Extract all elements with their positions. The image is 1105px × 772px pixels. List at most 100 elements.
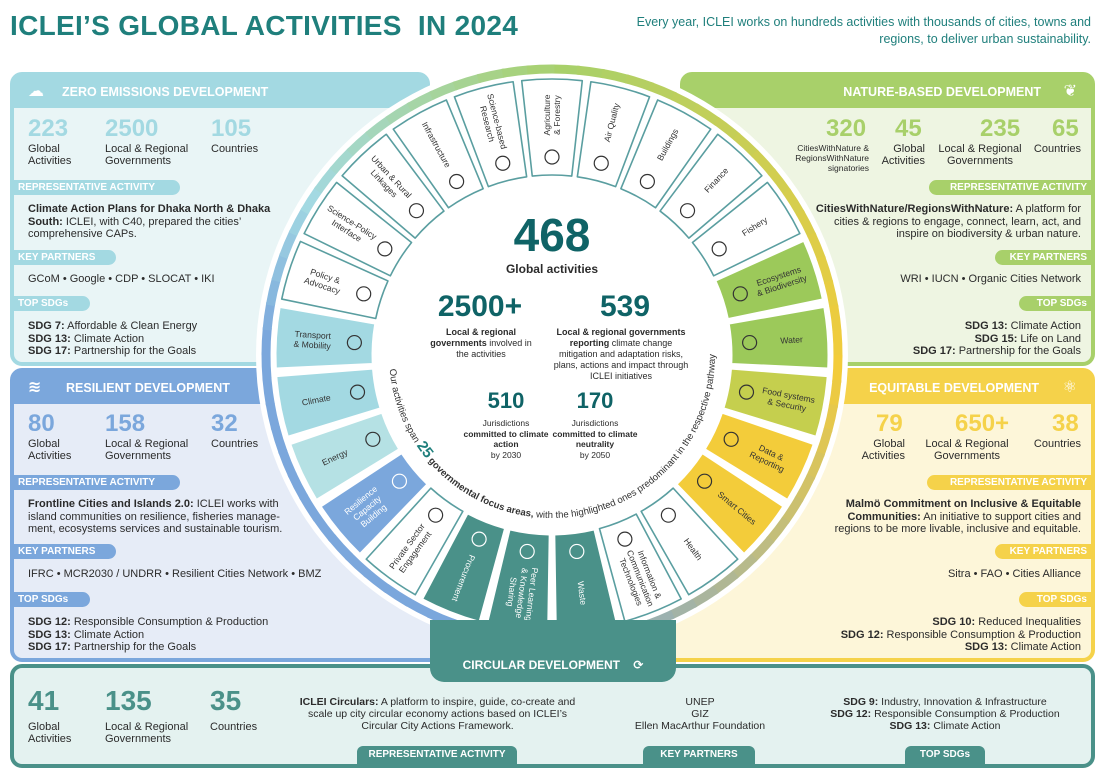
stat-value: 158 [105,410,146,437]
stat-label: Local & Regional Governments [105,721,189,745]
top-sdgs-list: SDG 10: Reduced Inequalities SDG 12: Res… [840,616,1081,653]
tower-icon [449,173,465,190]
key-partners-label: KEY PARTNERS [995,250,1095,265]
segment-shape [520,78,584,177]
stat-label: Countries [1033,143,1081,155]
stat-label: Global Activities [861,438,905,462]
network-icon: ⚛ [1062,379,1077,396]
stat-value: 135 [105,685,152,716]
governments-reporting-label: Local & regional governments reporting c… [553,327,689,381]
tagline: Every year, ICLEI works on hundreds acti… [636,15,1091,46]
focus-area-segment: Private SectorEngagement [365,487,464,596]
representative-activity-label: REPRESENTATIVE ACTIVITY [927,475,1095,490]
key-partners-label: KEY PARTNERS [10,544,116,559]
focus-area-segment: Finance [659,133,763,239]
stat-value: 79 [876,410,903,437]
shield-icon [391,473,408,489]
focus-area-segment: Science-PolicyInterface [303,181,413,277]
ring-arc [261,352,272,381]
segment-shape [392,99,484,209]
segment-shape [676,453,784,554]
stat-value: 235 [980,115,1021,142]
focus-area-segment: Transport& Mobility [275,307,376,369]
focus-area-segment: Smart Cities [676,453,784,554]
ring-arc [526,64,555,75]
representative-activity-text: CitiesWithNature/RegionsWithNature: A pl… [815,203,1081,240]
ring-arc [832,354,843,383]
representative-activity-label: REPRESENTATIVE ACTIVITY [10,180,180,195]
segment-shape [728,307,829,369]
segment-shape [715,240,823,319]
focus-area-segment: ResilienceCapacityBuilding [320,453,428,554]
stat-label: Countries [1033,438,1081,450]
climate-neutrality-2050-value: 170 [576,388,614,413]
segment-label: Peer Learning& KnowledgeSharing [504,564,541,622]
focus-area-segment: Fishery [691,181,801,277]
water-drop-icon [742,334,758,351]
stat-value: 105 [211,115,252,142]
ring-arc [600,68,630,84]
plug-icon [365,431,381,447]
stat-value: 45 [895,115,922,142]
climate-action-2030-value: 510 [487,388,525,413]
key-partners-label: KEY PARTNERS [643,746,755,764]
wheel-segments: Private SectorEngagementResilienceCapaci… [275,78,829,632]
stat-value: 650+ [955,410,1010,437]
ring-arc [576,65,605,79]
total-activities-value: 468 [513,209,591,261]
segment-shape [691,181,801,277]
focus-area-segment: Data &Reporting [704,412,814,500]
focus-area-segment: Infrastructure [392,99,484,209]
representative-activity-text: ICLEI Circulars: A platform to inspire, … [299,696,576,732]
key-partners-text: Sitra • FAO • Cities Alliance [947,568,1081,580]
focus-area-segment: Information &CommunicationTechnologies [598,513,682,623]
stat-label: Local & Regional Governments [105,438,189,462]
ring-arc [476,68,506,84]
focus-area-segment: Water [728,307,829,369]
stat-label: Global Activities [881,143,925,167]
cycle-leaf-icon [732,286,748,302]
page-title: ICLEI’S GLOBAL ACTIVITIES IN 2024 [10,10,519,41]
ring-arc [265,277,281,307]
ring-arc [829,304,842,333]
segment-shape [659,133,763,239]
segment-shape [341,133,445,239]
brain-icon [495,155,511,171]
megaphone-icon [356,286,372,302]
stat-label: Countries [210,721,258,733]
circular-header: CIRCULAR DEVELOPMENT ⟳ [430,620,676,682]
key-partners-text: WRI • IUCN • Organic Cities Network [900,273,1081,285]
top-sdgs-label: TOP SDGs [905,746,985,764]
puzzle-icon [428,507,444,523]
ring-arc [823,403,839,433]
chart-board-icon [723,431,739,447]
equitable-title: EQUITABLE DEVELOPMENT [869,381,1039,395]
top-sdgs-label: TOP SDGs [10,592,90,607]
focus-area-segment: Agriculture& Forestry [520,78,584,177]
focus-area-segment: Science-basedResearch [453,80,528,188]
bicycle-icon [346,334,362,351]
ring-arc [551,64,580,75]
handshake-icon [377,241,393,257]
recycle-icon [569,543,585,560]
ring-arc [262,377,275,406]
stat-value: 223 [28,115,69,142]
climate-action-2030-label: Jurisdictions committed to climate action… [463,418,549,460]
wheat-icon [738,384,755,400]
key-partners-text: GCoM • Google • CDP • SLOCAT • IKI [28,273,215,285]
top-sdgs-list: SDG 12: Responsible Consumption & Produc… [28,616,269,653]
route-icon [408,203,425,219]
wind-icon [593,155,609,171]
stat-label: Local & Regional Governments [105,143,189,167]
focus-area-segment: Health [640,487,739,596]
segment-shape [598,513,682,623]
globe-icon [349,384,366,400]
segment-shape [422,513,506,622]
people-exchange-icon [519,543,535,560]
ring-arc [501,65,530,78]
stat-value: 2500 [105,115,159,142]
focus-area-segment: Buildings [620,99,712,209]
ring-arc [832,329,843,358]
focus-area-segment: Climate [276,368,381,437]
